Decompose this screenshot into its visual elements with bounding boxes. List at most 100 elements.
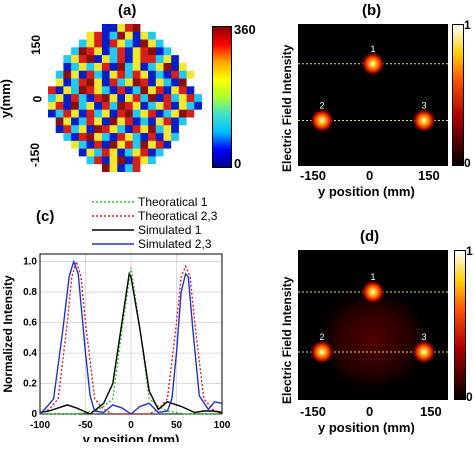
phase-cell: [148, 125, 157, 134]
phase-cell: [86, 39, 95, 48]
panel-a-ytick-mid: 0: [30, 95, 45, 103]
phase-cell: [109, 94, 118, 103]
phase-cell: [148, 55, 157, 64]
phase-cell: [71, 55, 80, 64]
phase-cell: [86, 164, 95, 172]
phase-cell: [86, 117, 95, 126]
x-tick-label: -50: [78, 420, 93, 431]
phase-cell: [117, 39, 126, 48]
phase-cell: [55, 133, 64, 142]
phase-cell: [194, 109, 202, 118]
phase-cell: [125, 70, 134, 79]
phase-cell: [63, 62, 72, 72]
phase-cell: [140, 86, 149, 95]
phase-cell: [194, 78, 202, 87]
phase-cell: [55, 94, 64, 103]
phase-cell: [101, 31, 110, 40]
spot-label: 1: [370, 272, 375, 282]
intensity-spot: [361, 51, 385, 76]
phase-cell: [94, 94, 103, 103]
x-axis-label: y position (mm): [83, 432, 180, 442]
phase-cell: [155, 55, 164, 64]
phase-cell: [186, 47, 195, 56]
y-tick-label: 0: [31, 409, 37, 420]
phase-cell: [48, 140, 57, 150]
intensity-spot: [361, 280, 385, 304]
phase-cell: [194, 117, 202, 126]
phase-cell: [163, 55, 172, 64]
phase-cell: [171, 31, 180, 40]
phase-cell: [186, 70, 195, 79]
phase-cell: [155, 86, 164, 95]
phase-cell: [101, 133, 110, 142]
phase-cell: [125, 156, 134, 165]
phase-cell: [186, 148, 195, 157]
phase-cell: [178, 148, 187, 157]
phase-cell: [186, 86, 195, 95]
phase-cell: [55, 70, 64, 79]
panel-d-label: (d): [360, 228, 380, 245]
intensity-spot: [412, 340, 436, 364]
phase-cell: [109, 55, 118, 64]
phase-cell: [48, 148, 57, 157]
phase-cell: [132, 133, 141, 142]
phase-cell: [155, 156, 164, 165]
panel-d-xlabel: y position (mm): [318, 420, 415, 435]
phase-cell: [48, 47, 57, 56]
phase-cell: [48, 62, 57, 72]
panel-a-ytick-bot: -150: [28, 142, 43, 168]
phase-cell: [171, 86, 180, 95]
phase-cell: [194, 148, 202, 157]
y-tick-label: 0.4: [23, 348, 37, 359]
phase-cell: [140, 164, 149, 172]
phase-cell: [186, 31, 195, 40]
phase-cell: [55, 47, 64, 56]
phase-cell: [63, 117, 72, 126]
phase-cell: [101, 55, 110, 64]
phase-cell: [94, 117, 103, 126]
phase-cell: [55, 156, 64, 165]
series-line: [39, 259, 223, 415]
phase-cell: [78, 70, 87, 79]
phase-cell: [48, 133, 57, 142]
phase-cell: [148, 156, 157, 165]
phase-cell: [117, 47, 126, 56]
phase-cell: [48, 117, 57, 126]
phase-cell: [78, 62, 87, 72]
phase-cell: [155, 94, 164, 103]
phase-cell: [140, 140, 149, 150]
phase-cell: [132, 140, 141, 150]
phase-cell: [171, 47, 180, 56]
phase-colorbar-max: 360: [234, 22, 256, 37]
phase-cell: [94, 24, 103, 33]
phase-cell: [63, 133, 72, 142]
phase-cell: [194, 86, 202, 95]
phase-cell: [71, 24, 80, 33]
panel-a-label: (a): [118, 2, 137, 19]
y-tick-label: 1.0: [23, 257, 37, 268]
phase-cell: [94, 78, 103, 87]
phase-cell: [155, 109, 164, 118]
phase-cell: [48, 70, 57, 79]
panel-b-xtick-right: 150: [418, 168, 440, 183]
phase-cell: [125, 101, 134, 111]
phase-cell: [78, 133, 87, 142]
phase-cell: [86, 94, 95, 103]
phase-cell: [186, 55, 195, 64]
hot-colorbar-gradient: [455, 251, 465, 399]
phase-cell: [63, 148, 72, 157]
phase-cell: [78, 164, 87, 172]
phase-cell: [140, 101, 149, 111]
legend-label: Simulated 1: [138, 223, 202, 237]
phase-cell: [125, 117, 134, 126]
phase-cell: [125, 148, 134, 157]
phase-cell: [155, 39, 164, 48]
series-line: [39, 271, 223, 415]
phase-cell: [48, 55, 57, 64]
x-tick-label: 100: [214, 420, 231, 431]
phase-cell: [132, 24, 141, 33]
phase-cell: [155, 24, 164, 33]
phase-cell: [140, 47, 149, 56]
phase-cell: [71, 62, 80, 72]
phase-cell: [140, 55, 149, 64]
